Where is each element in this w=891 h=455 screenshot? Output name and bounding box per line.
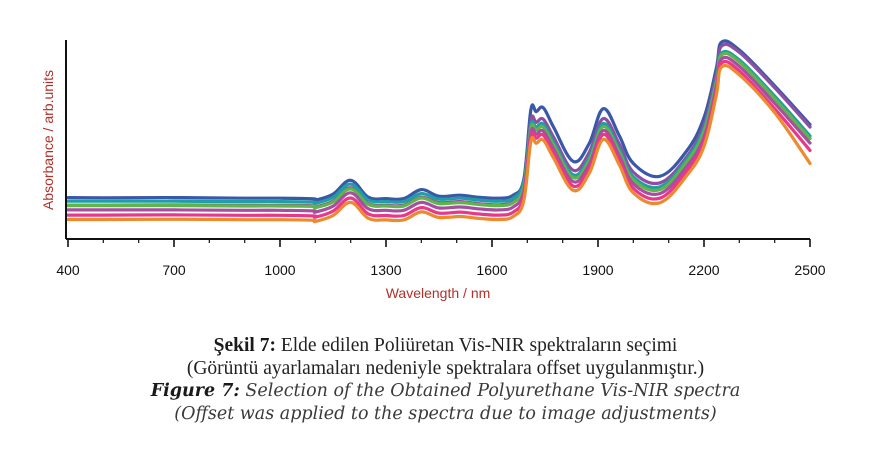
x-tick-label: 1600 [476, 262, 507, 278]
caption-tr-label: Şekil 7: [213, 335, 276, 356]
spectra-figure: 400 700 1000 1300 1600 1900 2200 2500 Absorbanc… [40, 39, 826, 301]
spectrum-line-2 [66, 42, 812, 209]
spectrum-line-6 [66, 59, 812, 219]
caption-en-text: Selection of the Obtained Polyurethane V… [239, 381, 741, 401]
x-tick-label: 700 [162, 262, 186, 278]
x-tick-label: 1900 [582, 262, 613, 278]
spectrum-line-4 [66, 51, 812, 210]
x-tick-label: 2500 [794, 262, 825, 278]
caption-line-en-2: (Offset was applied to the spectra due t… [174, 404, 717, 424]
caption-line-tr-2: (Görüntü ayarlamaları nedeniyle spektral… [186, 358, 705, 379]
x-ticks: 400 700 1000 1300 1600 1900 2200 2500 [56, 239, 826, 278]
x-tick-label: 1000 [264, 262, 295, 278]
y-axis-title: Absorbance / arb.units [40, 70, 56, 210]
spectrum-line-7 [66, 63, 812, 224]
caption-line-tr: Şekil 7: Elde edilen Poliüretan Vis-NIR … [0, 334, 891, 357]
x-tick-label: 1300 [370, 262, 401, 278]
spectra-chart: 400 700 1000 1300 1600 1900 2200 2500 Absorbanc… [40, 39, 826, 301]
x-tick-label: 400 [56, 262, 80, 278]
caption-line-en: Figure 7: Selection of the Obtained Poly… [0, 380, 891, 403]
x-axis-title: Wavelength / nm [386, 285, 491, 301]
figure-caption: Şekil 7: Elde edilen Poliüretan Vis-NIR … [0, 334, 891, 426]
series-layer [66, 39, 812, 224]
spectrum-line-5 [66, 55, 812, 214]
caption-tr-text: Elde edilen Poliüretan Vis-NIR spektrala… [275, 335, 678, 356]
spectrum-line-1 [66, 39, 812, 202]
caption-en-label: Figure 7: [150, 381, 240, 401]
x-tick-label: 2200 [688, 262, 719, 278]
